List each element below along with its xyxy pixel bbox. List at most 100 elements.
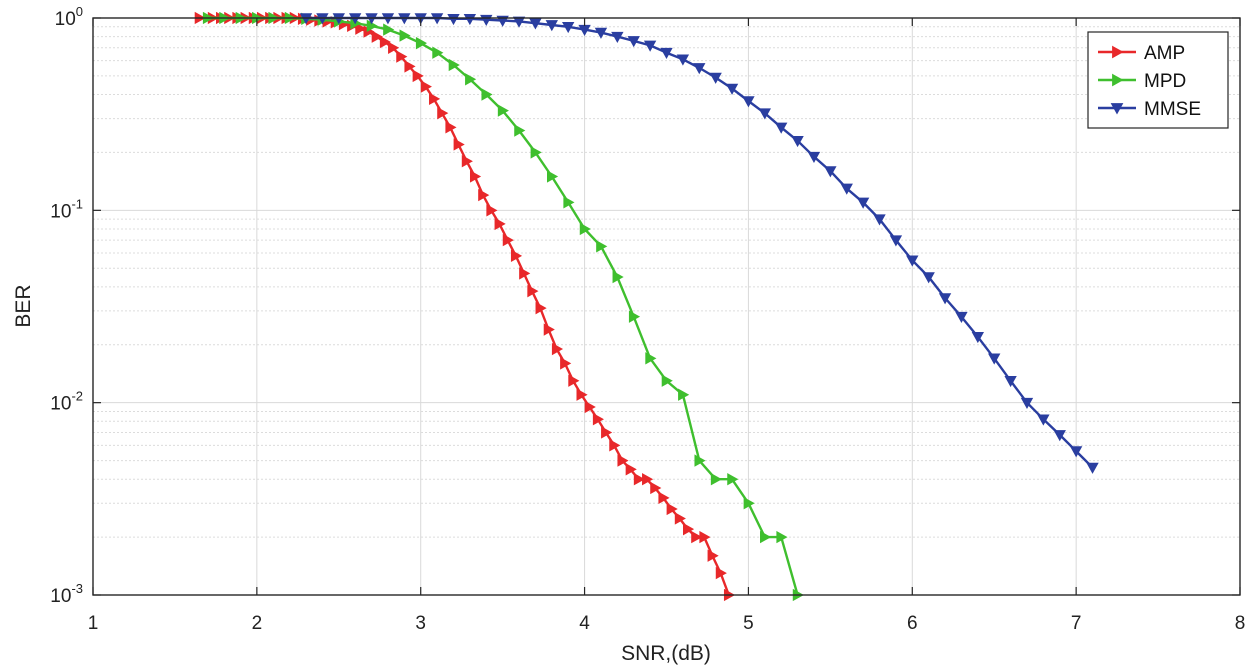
- data-point: [494, 217, 506, 231]
- data-point: [371, 30, 383, 43]
- data-point: [560, 357, 572, 370]
- data-point: [1037, 414, 1050, 426]
- data-point: [674, 512, 686, 525]
- legend: AMP MPD MMSE: [1087, 31, 1229, 129]
- data-point: [660, 47, 673, 60]
- plot-background: [93, 18, 1240, 595]
- data-point: [461, 155, 473, 168]
- data-point: [510, 249, 523, 263]
- data-point: [791, 135, 804, 148]
- data-point: [478, 188, 490, 202]
- legend-item-mpd: MPD: [1098, 71, 1186, 92]
- legend-marker: [1112, 73, 1124, 87]
- x-tick-label: 4: [579, 613, 590, 634]
- y-tick-label: 10-2: [50, 389, 83, 415]
- data-point: [388, 41, 400, 54]
- data-point: [579, 222, 591, 236]
- data-point: [666, 502, 678, 516]
- data-point: [725, 83, 739, 95]
- data-point: [694, 454, 706, 467]
- data-point: [1086, 462, 1099, 474]
- data-point: [889, 235, 903, 247]
- data-point: [611, 31, 624, 43]
- data-point: [678, 388, 690, 401]
- data-point: [625, 463, 637, 476]
- data-point: [715, 566, 727, 580]
- x-axis-title: SNR,(dB): [621, 642, 711, 665]
- data-point: [379, 35, 391, 49]
- legend-label: MPD: [1144, 71, 1186, 92]
- data-point: [432, 46, 444, 59]
- x-tick-label: 7: [1071, 613, 1082, 634]
- data-point: [545, 20, 558, 32]
- data-point: [1053, 430, 1066, 442]
- data-point: [760, 530, 772, 544]
- data-point: [1004, 375, 1017, 388]
- data-point: [691, 530, 703, 544]
- data-point: [645, 352, 657, 365]
- data-point: [922, 272, 935, 284]
- data-point: [617, 454, 629, 467]
- data-point: [404, 60, 416, 73]
- data-point: [612, 270, 624, 284]
- data-point: [437, 106, 449, 120]
- x-tick-label: 1: [88, 613, 99, 634]
- data-point: [512, 16, 526, 28]
- data-point: [676, 54, 690, 66]
- data-point: [650, 481, 662, 495]
- data-point: [661, 374, 673, 387]
- data-point: [529, 18, 542, 30]
- data-point: [596, 240, 608, 253]
- data-point: [465, 73, 477, 86]
- plot-frame: [92, 17, 1241, 596]
- data-point: [594, 27, 608, 39]
- x-tick-label: 3: [415, 613, 426, 634]
- data-point: [758, 108, 771, 120]
- data-point: [514, 124, 526, 137]
- data-point: [584, 400, 596, 414]
- legend-item-amp: AMP: [1098, 43, 1185, 64]
- data-point: [710, 473, 722, 486]
- data-point: [469, 170, 482, 183]
- data-point: [601, 426, 613, 439]
- data-point: [633, 473, 645, 486]
- data-point: [551, 342, 564, 356]
- data-point: [412, 69, 424, 83]
- x-axis-ticks: 1 2 3 4 5 6 7 8: [88, 18, 1246, 634]
- data-point: [543, 323, 555, 336]
- data-point: [481, 88, 493, 101]
- data-point: [775, 122, 788, 134]
- data-point: [519, 267, 531, 280]
- data-point: [1020, 397, 1034, 409]
- data-point: [576, 388, 588, 401]
- data-point: [383, 23, 395, 36]
- x-tick-label: 5: [743, 613, 754, 634]
- data-point: [445, 121, 457, 134]
- data-point: [988, 353, 1001, 365]
- data-point: [642, 473, 654, 486]
- data-point: [547, 170, 559, 183]
- data-point: [453, 138, 465, 151]
- y-axis-title: BER: [12, 284, 35, 327]
- data-point: [824, 166, 837, 178]
- legend-item-mmse: MMSE: [1098, 99, 1201, 120]
- data-point: [1069, 446, 1083, 458]
- data-point: [355, 22, 367, 35]
- x-tick-label: 8: [1235, 613, 1246, 634]
- legend-label: AMP: [1144, 43, 1185, 64]
- data-point: [840, 183, 853, 195]
- data-point: [955, 311, 968, 323]
- x-tick-label: 6: [907, 613, 918, 634]
- data-point: [420, 80, 432, 93]
- data-point: [592, 413, 605, 426]
- data-point: [856, 197, 870, 209]
- data-point: [906, 255, 919, 267]
- y-tick-label: 10-1: [50, 196, 83, 222]
- data-point: [609, 439, 621, 452]
- legend-marker: [1110, 103, 1124, 115]
- data-point: [742, 96, 755, 108]
- data-point: [562, 22, 575, 34]
- y-tick-label: 10-3: [50, 581, 83, 607]
- data-point: [658, 491, 670, 505]
